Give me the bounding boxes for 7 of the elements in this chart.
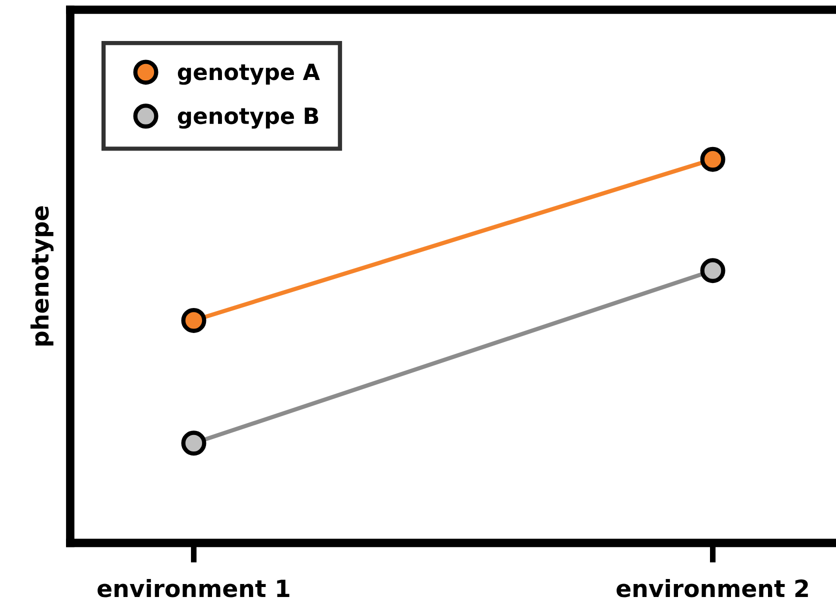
legend-label: genotype B: [178, 108, 318, 129]
point: [181, 308, 206, 333]
x-tick-label: environment 2: [616, 579, 808, 598]
x-tick-label: environment 1: [98, 579, 290, 598]
legend-label: genotype A: [178, 64, 320, 85]
y-axis-title: phenotype: [30, 206, 54, 346]
point: [700, 146, 726, 172]
